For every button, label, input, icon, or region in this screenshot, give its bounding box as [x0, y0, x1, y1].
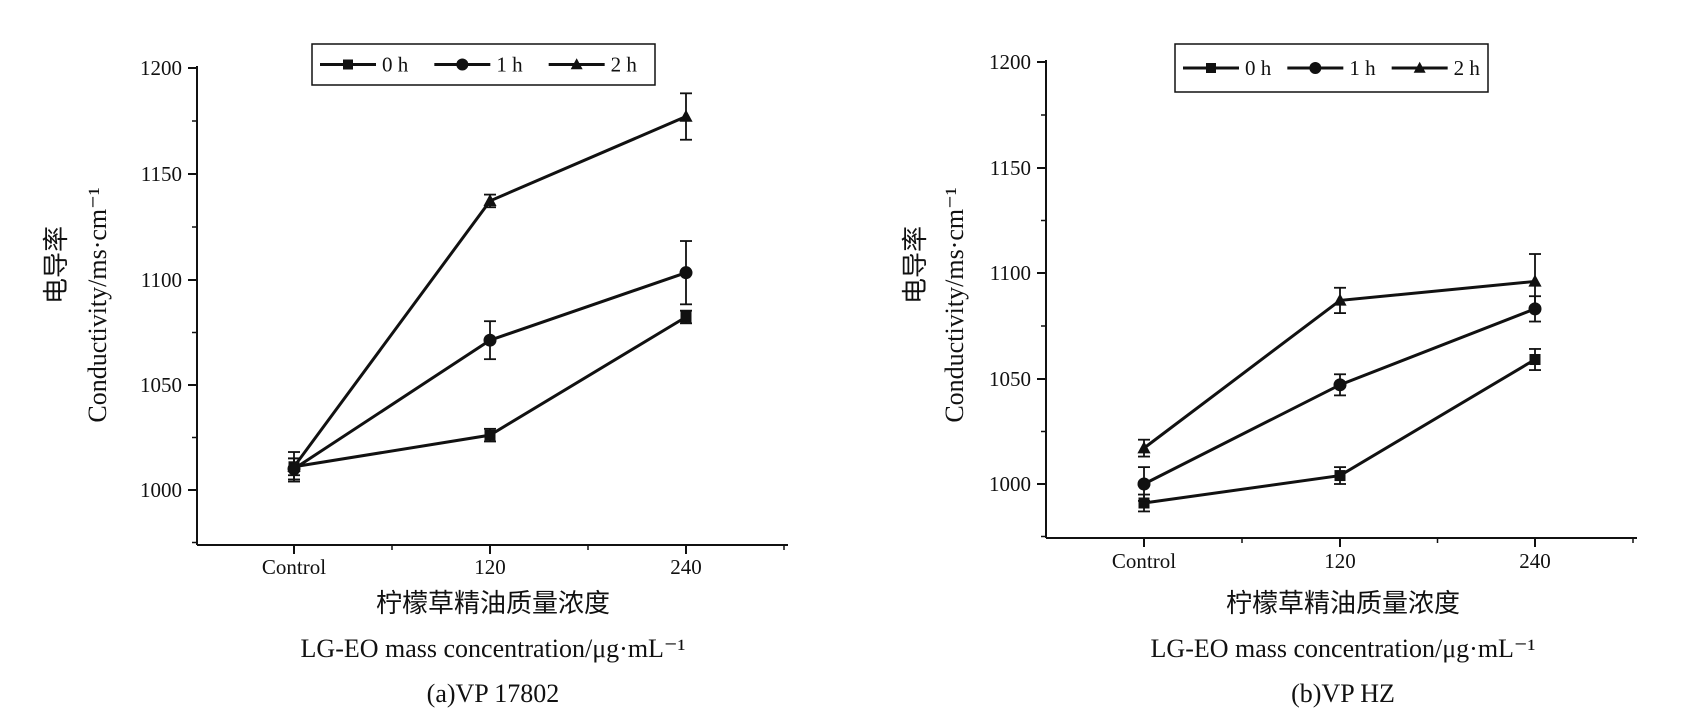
legend-label: 2 h [611, 53, 638, 77]
chart-panel-a: 1000 1050 1100 1150 1200 Control 120 240 0 h 1 h 2… [42, 43, 788, 708]
data-point [1333, 293, 1347, 306]
y-tick-label: 1150 [990, 156, 1031, 180]
data-point [1529, 354, 1541, 366]
legend: 0 h 1 h 2 h [311, 43, 656, 86]
series-line [1143, 307, 1536, 486]
legend-marker [456, 58, 469, 71]
legend-label: 0 h [1245, 56, 1272, 80]
series-0h [288, 309, 692, 483]
x-axis-title-en: LG-EO mass concentration/μg·mL⁻¹ [1151, 634, 1536, 663]
panel-caption: (b)VP HZ [1291, 679, 1395, 708]
y-tick-label: 1150 [141, 162, 182, 186]
legend-label: 2 h [1454, 56, 1481, 80]
x-tick-label: 240 [670, 555, 702, 579]
y-tick-label: 1000 [989, 472, 1031, 496]
series-1h [287, 240, 693, 481]
legend-label: 1 h [496, 53, 523, 77]
data-point [484, 429, 496, 441]
x-axis-title-cn: 柠檬草精油质量浓度 [1226, 589, 1460, 618]
y-tick-label: 1000 [140, 478, 182, 502]
y-axis-title-en: Conductivity/ms·cm⁻¹ [940, 187, 969, 422]
y-axis-title-cn: 电导率 [42, 226, 71, 304]
x-tick-label: 120 [474, 555, 506, 579]
x-axis-title-en: LG-EO mass concentration/μg·mL⁻¹ [301, 634, 686, 663]
legend-marker [1413, 61, 1426, 73]
series-0h [1138, 348, 1541, 513]
x-tick-label: 120 [1324, 549, 1356, 573]
legend-marker [1206, 63, 1216, 73]
y-tick-label: 1200 [140, 56, 182, 80]
y-tick-label: 1050 [989, 367, 1031, 391]
legend: 0 h 1 h 2 h [1174, 43, 1489, 93]
data-point [287, 459, 301, 472]
data-point [1138, 497, 1150, 509]
chart-panel-b: 1000 1050 1100 1150 1200 Control 120 240 0 h 1 h 2… [901, 43, 1637, 708]
data-point [1333, 378, 1347, 392]
y-tick-label: 1050 [140, 373, 182, 397]
y-tick-label: 1100 [141, 268, 182, 292]
x-axis-title-cn: 柠檬草精油质量浓度 [376, 589, 610, 618]
x-tick-label: Control [262, 555, 326, 579]
y-tick-label: 1100 [990, 261, 1031, 285]
data-point [680, 311, 692, 323]
data-point [1334, 470, 1346, 482]
y-axis-title-en: Conductivity/ms·cm⁻¹ [83, 187, 112, 422]
data-point [483, 333, 497, 347]
x-tick-label: Control [1112, 549, 1176, 573]
series-2h [287, 92, 693, 477]
x-tick-label: 240 [1519, 549, 1551, 573]
data-point [1137, 477, 1151, 491]
legend-label: 1 h [1349, 56, 1376, 80]
legend-marker [1309, 62, 1322, 74]
data-point [679, 109, 693, 122]
data-point [1528, 274, 1542, 287]
data-point [679, 266, 693, 280]
y-tick-label: 1200 [989, 50, 1031, 74]
panel-caption: (a)VP 17802 [427, 679, 560, 708]
legend-label: 0 h [382, 53, 409, 77]
data-point [483, 194, 497, 207]
y-axis-title-cn: 电导率 [901, 226, 930, 304]
legend-marker [570, 58, 583, 70]
legend-marker [343, 59, 353, 70]
data-point [1137, 441, 1151, 454]
series-2h [1137, 253, 1542, 458]
